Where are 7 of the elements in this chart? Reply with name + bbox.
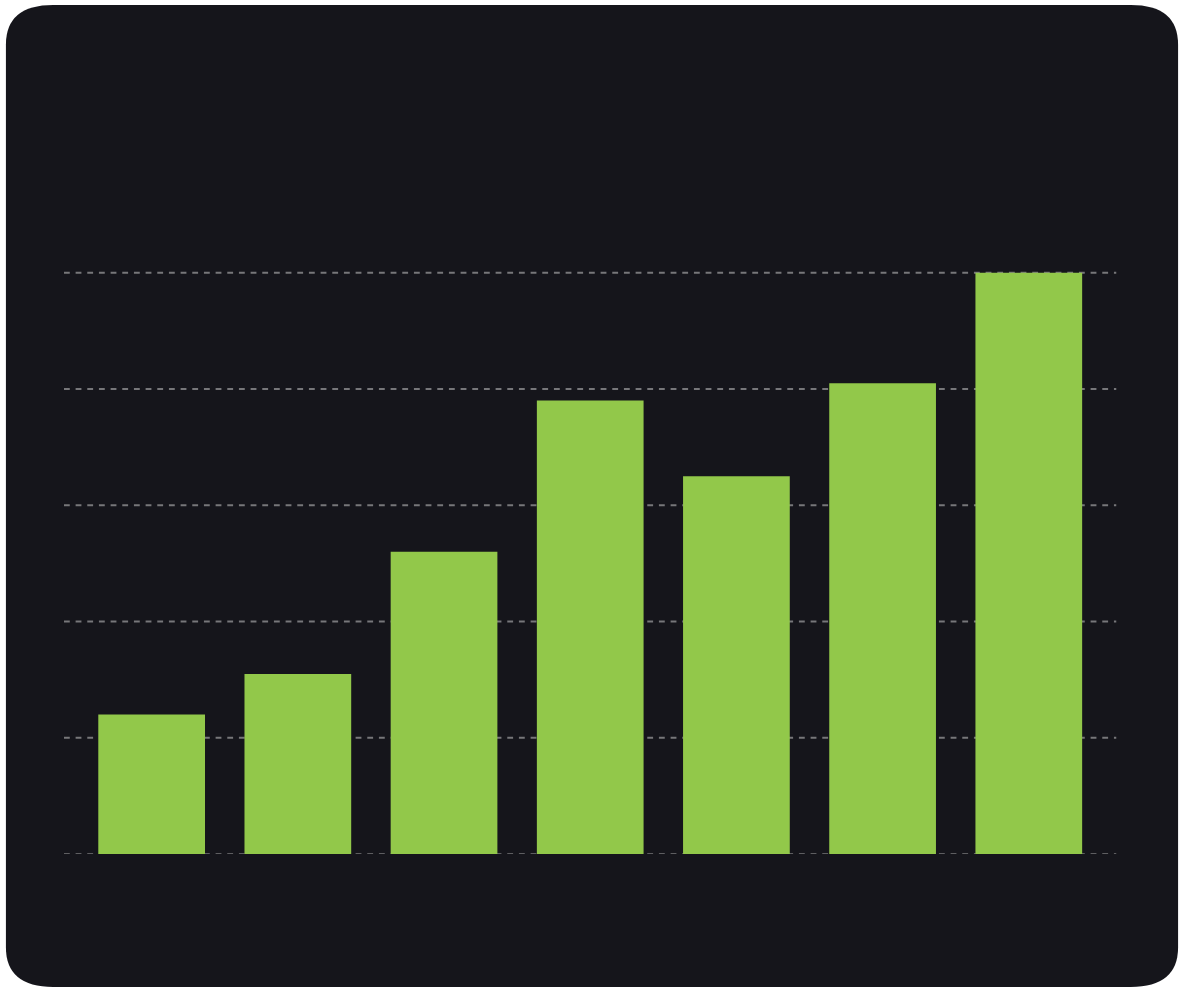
bar — [244, 673, 352, 855]
bar — [390, 551, 498, 855]
bar — [683, 476, 790, 855]
bar — [975, 272, 1083, 855]
bar — [536, 400, 644, 855]
bar — [98, 714, 206, 855]
bar — [829, 383, 936, 855]
